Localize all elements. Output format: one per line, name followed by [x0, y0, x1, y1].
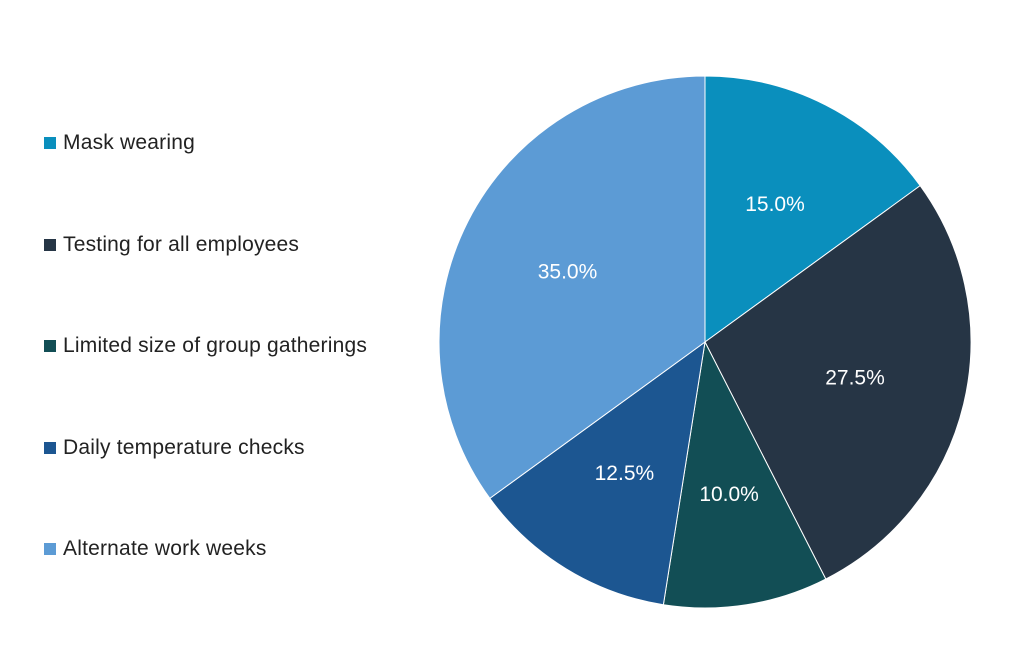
- legend-swatch: [44, 543, 56, 555]
- pie-slice-labels: 15.0% 27.5% 10.0% 12.5% 35.0%: [538, 193, 885, 506]
- slice-label-alternate-work-weeks: 35.0%: [538, 261, 598, 284]
- legend-item-limited-size-of-group-gatherings: Limited size of group gatherings: [44, 333, 367, 359]
- legend-swatch: [44, 238, 56, 251]
- pie-slice-limited-size-of-group-gatherings: [662, 340, 827, 609]
- slice-label-daily-temperature-checks: 12.5%: [595, 462, 655, 485]
- legend-label: Mask wearing: [63, 131, 195, 154]
- slice-label-limited-size-of-group-gatherings: 10.0%: [699, 483, 759, 506]
- slice-label-testing-for-all-employees: 27.5%: [825, 367, 885, 390]
- pie-slices: [438, 75, 972, 609]
- legend-item-alternate-work-weeks: Alternate work weeks: [44, 536, 267, 562]
- pie-slice-daily-temperature-checks: [489, 340, 706, 606]
- legend-item-mask-wearing: Mask wearing: [44, 130, 195, 156]
- pie-slice-alternate-work-weeks: [438, 75, 706, 500]
- legend-item-testing-for-all-employees: Testing for all employees: [44, 232, 299, 258]
- legend-swatch: [44, 340, 56, 352]
- legend-label: Daily temperature checks: [63, 435, 305, 459]
- legend-label: Alternate work weeks: [63, 537, 267, 560]
- legend-swatch: [44, 441, 56, 454]
- legend-label: Limited size of group gatherings: [63, 334, 368, 357]
- slice-label-mask-wearing: 15.0%: [745, 193, 805, 216]
- legend-label: Testing for all employees: [63, 232, 300, 256]
- legend-item-daily-temperature-checks: Daily temperature checks: [44, 435, 305, 461]
- pie-slice-mask-wearing: [704, 75, 921, 343]
- chart-legend: Mask wearing Testing for all employees Lim…: [44, 0, 424, 659]
- legend-swatch: [44, 137, 56, 149]
- pie-slice-testing-for-all-employees: [704, 184, 972, 580]
